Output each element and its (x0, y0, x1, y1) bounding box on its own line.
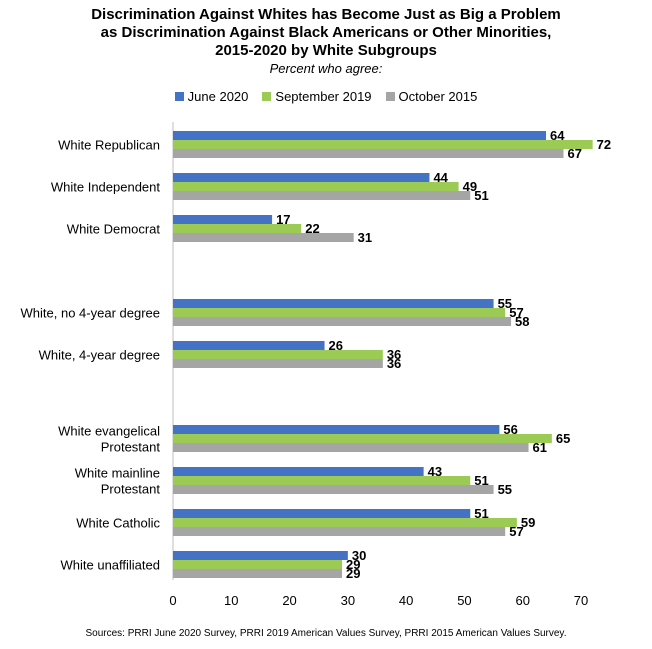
bar-white-independent-june-2020 (173, 173, 430, 182)
chart-title-line-3: 2015-2020 by White Subgroups (215, 42, 437, 59)
bar-white-evangelical-protestant-june-2020 (173, 425, 500, 434)
bar-white-democrat-october-2015 (173, 233, 354, 242)
bar-white-unaffiliated-june-2020 (173, 551, 348, 560)
data-label-white-unaffiliated-october-2015: 29 (346, 566, 360, 581)
data-label-white-mainline-protestant-june-2020: 43 (428, 464, 442, 479)
bar-white-republican-october-2015 (173, 149, 564, 158)
legend-item-september-2019: September 2019 (262, 89, 372, 104)
bar-white-evangelical-protestant-october-2015 (173, 443, 529, 452)
data-label-white-catholic-october-2015: 57 (509, 524, 523, 539)
x-tick-label-0: 0 (169, 593, 176, 608)
category-label-white-catholic: White Catholic (76, 516, 160, 531)
legend-item-june-2020: June 2020 (174, 89, 249, 104)
legend-item-october-2015: October 2015 (385, 89, 478, 104)
bar-white-catholic-september-2019 (173, 518, 517, 527)
data-label-white-4-year-degree-june-2020: 26 (329, 338, 343, 353)
bar-white-unaffiliated-september-2019 (173, 560, 343, 569)
category-label-white-independent: White Independent (51, 180, 161, 195)
bar-white-mainline-protestant-october-2015 (173, 485, 494, 494)
data-label-white-independent-october-2015: 51 (474, 188, 488, 203)
category-label-white-mainline-protestant-line-2: Protestant (101, 482, 161, 497)
category-label-white-no-4-year-degree: White, no 4-year degree (21, 306, 160, 321)
data-label-white-independent-june-2020: 44 (433, 170, 448, 185)
category-label-white-evangelical-protestant-line-1: White evangelical (58, 424, 160, 439)
data-label-white-evangelical-protestant-october-2015: 61 (533, 440, 547, 455)
data-label-white-republican-june-2020: 64 (550, 128, 565, 143)
data-label-white-no-4-year-degree-june-2020: 55 (498, 296, 512, 311)
data-label-white-4-year-degree-october-2015: 36 (387, 356, 401, 371)
legend-swatch-september-2019 (262, 92, 272, 101)
data-label-white-mainline-protestant-october-2015: 55 (498, 482, 512, 497)
data-label-white-democrat-june-2020: 17 (276, 212, 290, 227)
x-tick-label-30: 30 (341, 593, 355, 608)
bar-white-independent-october-2015 (173, 191, 471, 200)
legend-label-june-2020: June 2020 (187, 89, 249, 104)
data-label-white-independent-september-2019: 49 (463, 179, 477, 194)
bar-white-4-year-degree-june-2020 (173, 341, 325, 350)
legend-label-october-2015: October 2015 (398, 89, 478, 104)
bar-white-unaffiliated-october-2015 (173, 569, 343, 578)
bar-white-democrat-june-2020 (173, 215, 273, 224)
category-label-white-democrat: White Democrat (67, 222, 161, 237)
bar-white-catholic-october-2015 (173, 527, 506, 536)
bar-white-republican-june-2020 (173, 131, 547, 140)
category-label-white-unaffiliated: White unaffiliated (61, 558, 161, 573)
legend-swatch-june-2020 (174, 92, 184, 101)
category-label-white-4-year-degree: White, 4-year degree (39, 348, 160, 363)
x-tick-label-20: 20 (282, 593, 296, 608)
bar-white-4-year-degree-september-2019 (173, 350, 383, 359)
data-label-white-catholic-june-2020: 51 (474, 506, 488, 521)
chart-title-line-1: Discrimination Against Whites has Become… (91, 6, 561, 23)
bar-white-no-4-year-degree-october-2015 (173, 317, 512, 326)
bar-white-republican-september-2019 (173, 140, 593, 149)
chart-subtitle: Percent who agree: (269, 61, 383, 76)
bar-white-no-4-year-degree-june-2020 (173, 299, 494, 308)
bar-white-4-year-degree-october-2015 (173, 359, 383, 368)
bar-white-no-4-year-degree-september-2019 (173, 308, 506, 317)
legend-label-september-2019: September 2019 (275, 89, 372, 104)
legend-swatch-october-2015 (385, 92, 395, 101)
chart-title-block: Discrimination Against Whites has Become… (0, 6, 652, 77)
data-label-white-republican-october-2015: 67 (568, 146, 582, 161)
data-label-white-no-4-year-degree-september-2019: 57 (509, 305, 523, 320)
data-label-white-democrat-october-2015: 31 (358, 230, 372, 245)
data-label-white-catholic-september-2019: 59 (521, 515, 535, 530)
data-label-white-evangelical-protestant-june-2020: 56 (503, 422, 517, 437)
chart-legend: June 2020 September 2019 October 2015 (0, 89, 652, 104)
data-label-white-no-4-year-degree-october-2015: 58 (515, 314, 529, 329)
category-label-white-evangelical-protestant-line-2: Protestant (101, 440, 161, 455)
data-label-white-mainline-protestant-september-2019: 51 (474, 473, 488, 488)
data-label-white-unaffiliated-september-2019: 29 (346, 557, 360, 572)
chart-title-line-2: as Discrimination Against Black American… (100, 24, 552, 41)
bar-white-mainline-protestant-june-2020 (173, 467, 424, 476)
bar-white-mainline-protestant-september-2019 (173, 476, 471, 485)
bar-white-independent-september-2019 (173, 182, 459, 191)
data-label-white-republican-september-2019: 72 (597, 137, 611, 152)
data-label-white-evangelical-protestant-september-2019: 65 (556, 431, 570, 446)
bar-white-catholic-june-2020 (173, 509, 471, 518)
bar-white-evangelical-protestant-september-2019 (173, 434, 552, 443)
x-tick-label-50: 50 (457, 593, 471, 608)
x-tick-label-70: 70 (574, 593, 588, 608)
source-note: Sources: PRRI June 2020 Survey, PRRI 201… (85, 628, 567, 639)
x-tick-label-60: 60 (515, 593, 529, 608)
x-tick-label-40: 40 (399, 593, 413, 608)
bar-white-democrat-september-2019 (173, 224, 302, 233)
data-label-white-unaffiliated-june-2020: 30 (352, 548, 366, 563)
x-tick-label-10: 10 (224, 593, 238, 608)
data-label-white-democrat-september-2019: 22 (305, 221, 319, 236)
category-label-white-republican: White Republican (58, 138, 160, 153)
category-label-white-mainline-protestant-line-1: White mainline (75, 466, 160, 481)
data-label-white-4-year-degree-september-2019: 36 (387, 347, 401, 362)
